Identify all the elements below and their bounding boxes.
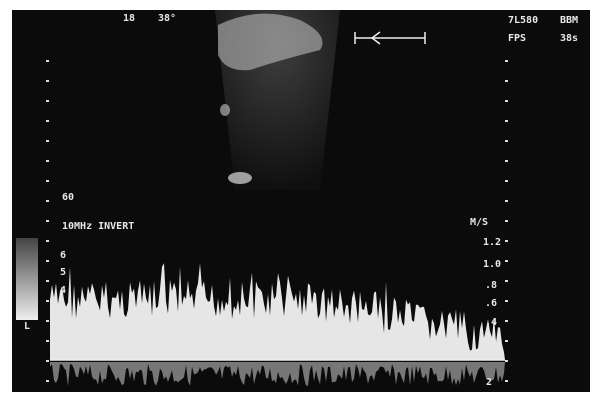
scale-dot — [505, 260, 508, 262]
fps-label: FPS — [508, 33, 526, 44]
scale-dot — [46, 200, 49, 202]
ultrasound-screen: 18 38° 7L580 BBM FPS 38s 60 10MHz INVERT… — [0, 0, 598, 398]
gray-label: 5 — [60, 267, 66, 278]
velocity-label: .4 — [485, 317, 497, 328]
scale-dot — [46, 180, 49, 182]
mode: BBM — [560, 15, 578, 26]
scale-dot — [505, 380, 508, 382]
frequency: 10MHz INVERT — [62, 221, 134, 232]
fps-value: 38s — [560, 33, 578, 44]
probe: 7L580 — [508, 15, 538, 26]
scale-dot — [46, 100, 49, 102]
unit: M/S — [470, 217, 488, 228]
velocity-label: .8 — [485, 280, 497, 291]
scale-dot — [505, 300, 508, 302]
scale-dot — [46, 160, 49, 162]
scale-dot — [46, 260, 49, 262]
scale-dot — [505, 140, 508, 142]
gray-scale-bar — [16, 238, 38, 320]
velocity-label: 1.0 — [483, 259, 501, 270]
scale-dot — [46, 360, 49, 362]
scale-dot — [505, 320, 508, 322]
tissue-echo — [220, 104, 230, 116]
scale-dot — [505, 340, 508, 342]
scale-dot — [46, 80, 49, 82]
velocity-label: .2 — [485, 338, 497, 349]
scale-dot — [505, 120, 508, 122]
scale-dot — [46, 220, 49, 222]
gain: 60 — [62, 192, 74, 203]
scale-dot — [46, 320, 49, 322]
scale-dot — [46, 60, 49, 62]
side-marker: L — [24, 321, 30, 332]
scale-dot — [46, 280, 49, 282]
scale-dot — [505, 180, 508, 182]
scale-dot — [505, 100, 508, 102]
velocity-label: 2 — [486, 377, 492, 388]
velocity-label: 1.2 — [483, 237, 501, 248]
scale-dot — [505, 80, 508, 82]
scale-dot — [46, 340, 49, 342]
scale-dot — [505, 280, 508, 282]
depth: 18 — [123, 13, 135, 24]
ultrasound-display: 18 38° 7L580 BBM FPS 38s 60 10MHz INVERT… — [0, 0, 598, 398]
scale-dot — [505, 60, 508, 62]
velocity-label: .6 — [485, 298, 497, 309]
scale-dot — [46, 240, 49, 242]
scale-dot — [46, 380, 49, 382]
scale-dot — [505, 240, 508, 242]
gray-label: 6 — [60, 250, 66, 261]
scale-dot — [505, 160, 508, 162]
scale-dot — [505, 220, 508, 222]
angle: 38° — [158, 13, 176, 24]
scale-dot — [46, 120, 49, 122]
scale-dot — [46, 140, 49, 142]
scale-dot — [46, 300, 49, 302]
tissue-echo — [228, 172, 252, 184]
gray-label: 4 — [60, 285, 66, 296]
scale-dot — [505, 360, 508, 362]
scale-dot — [505, 200, 508, 202]
